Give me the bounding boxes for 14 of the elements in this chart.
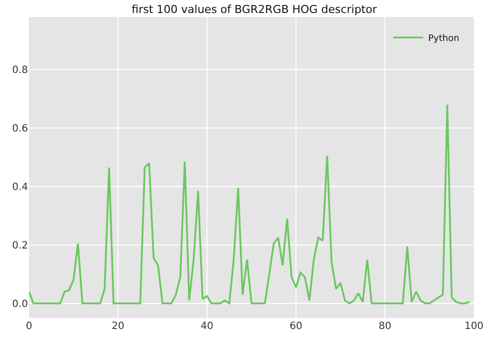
x-tick-label: 20 [112,321,124,332]
y-tick-label: 0.4 [12,182,28,193]
line-series [29,104,470,304]
x-tick-label: 80 [378,321,392,332]
y-tick-label: 0.8 [12,65,28,76]
x-tick-label: 40 [200,321,214,332]
y-tick-label: 0.6 [12,124,28,135]
chart-title: first 100 values of BGR2RGB HOG descriptor [132,2,378,16]
legend-label: Python [428,34,460,44]
x-tick-label: 0 [26,321,32,332]
x-tick-label: 100 [464,321,484,332]
x-tick-label: 60 [290,321,302,332]
y-tick-label: 0.0 [12,298,28,310]
y-tick-label: 0.2 [12,240,28,252]
